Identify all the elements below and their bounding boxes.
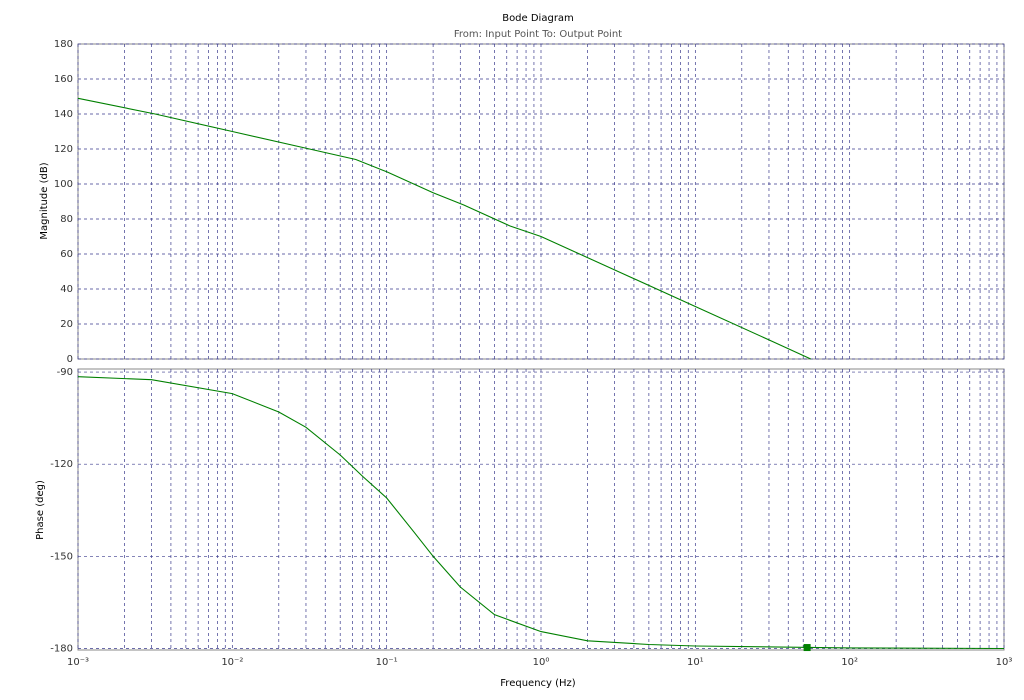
y-tick-label: 0 bbox=[67, 354, 73, 365]
x-tick-label: 10⁻³ bbox=[67, 657, 89, 668]
y-tick-label: 180 bbox=[54, 39, 73, 50]
chart-subtitle: From: Input Point To: Output Point bbox=[454, 29, 622, 40]
x-axis-label: Frequency (Hz) bbox=[500, 678, 576, 689]
x-tick-label: 10⁻¹ bbox=[376, 657, 398, 668]
y-tick-label: -150 bbox=[50, 551, 73, 562]
y-tick-label: 80 bbox=[60, 214, 73, 225]
y-tick-label: 140 bbox=[54, 109, 73, 120]
chart-title: Bode Diagram bbox=[502, 13, 574, 24]
y-tick-label: 40 bbox=[60, 284, 73, 295]
data-line bbox=[77, 97, 812, 360]
x-tick-label: 10² bbox=[841, 657, 858, 668]
y-tick-label: -90 bbox=[57, 367, 73, 378]
y-tick-label: 20 bbox=[60, 319, 73, 330]
marker bbox=[803, 644, 811, 652]
y-tick-label: 60 bbox=[60, 249, 73, 260]
data-line bbox=[77, 376, 1005, 650]
y-tick-label: -180 bbox=[50, 643, 73, 654]
y-tick-label: 100 bbox=[54, 179, 73, 190]
y-axis-label: Phase (deg) bbox=[35, 480, 46, 540]
y-tick-label: -120 bbox=[50, 459, 73, 470]
x-tick-label: 10¹ bbox=[687, 657, 704, 668]
y-tick-label: 120 bbox=[54, 144, 73, 155]
y-tick-label: 160 bbox=[54, 74, 73, 85]
y-axis-label: Magnitude (dB) bbox=[39, 162, 50, 239]
x-tick-label: 10³ bbox=[996, 657, 1013, 668]
x-tick-label: 10⁰ bbox=[533, 657, 550, 668]
x-tick-label: 10⁻² bbox=[221, 657, 243, 668]
